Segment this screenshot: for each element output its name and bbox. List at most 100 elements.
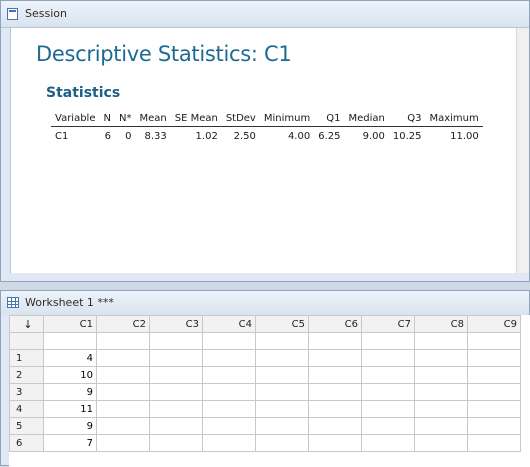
data-cell[interactable]: [361, 400, 415, 418]
column-header-c6[interactable]: C6: [308, 315, 362, 333]
row-number[interactable]: 2: [9, 366, 44, 384]
stat-value: 10.25: [392, 130, 422, 142]
data-cell[interactable]: [467, 349, 521, 367]
data-cell[interactable]: [149, 434, 203, 452]
data-cell[interactable]: [255, 417, 309, 435]
data-cell[interactable]: [361, 434, 415, 452]
column-header-c2[interactable]: C2: [96, 315, 150, 333]
column-name-cell[interactable]: [43, 332, 97, 350]
stat-header: N: [99, 110, 115, 127]
data-cell[interactable]: [361, 366, 415, 384]
table-row: 4 11: [9, 400, 521, 418]
data-entry-direction-arrow-icon[interactable]: ↓: [9, 315, 44, 333]
column-header-c8[interactable]: C8: [414, 315, 468, 333]
data-cell[interactable]: [308, 400, 362, 418]
stat-value: 8.33: [144, 130, 167, 142]
data-cell[interactable]: [255, 434, 309, 452]
data-cell[interactable]: 4: [43, 349, 97, 367]
data-cell[interactable]: 9: [43, 383, 97, 401]
data-cell[interactable]: [96, 417, 150, 435]
data-cell[interactable]: [467, 400, 521, 418]
output-title: Descriptive Statistics: C1: [36, 42, 292, 66]
data-cell[interactable]: [308, 383, 362, 401]
data-cell[interactable]: 11: [43, 400, 97, 418]
row-number[interactable]: 3: [9, 383, 44, 401]
data-cell[interactable]: [202, 400, 256, 418]
data-cell[interactable]: [308, 349, 362, 367]
data-cell[interactable]: [467, 383, 521, 401]
column-name-cell[interactable]: [96, 332, 150, 350]
worksheet-grid: ↓ C1 C2 C3 C4 C5 C6 C7 C8 C9: [9, 315, 530, 467]
data-cell[interactable]: [149, 417, 203, 435]
data-cell[interactable]: [202, 434, 256, 452]
table-row: 3 9: [9, 383, 521, 401]
column-name-cell[interactable]: [202, 332, 256, 350]
data-cell[interactable]: [255, 366, 309, 384]
data-cell[interactable]: [414, 417, 468, 435]
data-cell[interactable]: [467, 417, 521, 435]
data-cell[interactable]: [361, 417, 415, 435]
column-header-c1[interactable]: C1: [43, 315, 97, 333]
data-cell[interactable]: [96, 434, 150, 452]
data-cell[interactable]: [202, 417, 256, 435]
data-cell[interactable]: [308, 366, 362, 384]
data-cell[interactable]: [308, 417, 362, 435]
data-cell[interactable]: [202, 366, 256, 384]
column-header-c9[interactable]: C9: [467, 315, 521, 333]
data-cell[interactable]: [149, 349, 203, 367]
data-cell[interactable]: [96, 349, 150, 367]
column-header-c4[interactable]: C4: [202, 315, 256, 333]
data-cell[interactable]: [202, 349, 256, 367]
data-cell[interactable]: [467, 434, 521, 452]
data-cell[interactable]: [149, 366, 203, 384]
stat-value: 9.00: [362, 130, 385, 142]
data-cell[interactable]: [414, 366, 468, 384]
worksheet-titlebar[interactable]: Worksheet 1 ***: [1, 291, 529, 315]
data-cell[interactable]: [414, 400, 468, 418]
data-cell[interactable]: [149, 400, 203, 418]
data-cell[interactable]: [308, 434, 362, 452]
worksheet-table: ↓ C1 C2 C3 C4 C5 C6 C7 C8 C9: [9, 315, 521, 452]
data-cell[interactable]: [414, 383, 468, 401]
data-cell[interactable]: [255, 349, 309, 367]
column-name-cell[interactable]: [467, 332, 521, 350]
data-cell[interactable]: [361, 383, 415, 401]
data-cell[interactable]: 7: [43, 434, 97, 452]
stat-value: 2.50: [233, 130, 256, 142]
column-name-cell[interactable]: [414, 332, 468, 350]
column-header-c5[interactable]: C5: [255, 315, 309, 333]
session-window: Session Descriptive Statistics: C1 Stati…: [0, 0, 530, 282]
data-cell[interactable]: [96, 400, 150, 418]
column-name-cell[interactable]: [255, 332, 309, 350]
row-number[interactable]: 1: [9, 349, 44, 367]
data-cell[interactable]: [96, 366, 150, 384]
data-cell[interactable]: [255, 383, 309, 401]
data-cell[interactable]: [467, 366, 521, 384]
column-name-cell[interactable]: [361, 332, 415, 350]
stat-header: StDev: [221, 110, 260, 127]
column-header-c7[interactable]: C7: [361, 315, 415, 333]
row-number[interactable]: 4: [9, 400, 44, 418]
data-cell[interactable]: 9: [43, 417, 97, 435]
row-number[interactable]: 5: [9, 417, 44, 435]
data-cell[interactable]: [361, 349, 415, 367]
stat-header: Median: [344, 110, 389, 127]
stat-value: 0: [125, 130, 132, 142]
stat-value: 6: [104, 130, 111, 142]
data-cell[interactable]: [96, 383, 150, 401]
session-scrollbar[interactable]: [516, 28, 529, 273]
data-cell[interactable]: [414, 434, 468, 452]
stat-value: 4.00: [287, 130, 311, 142]
data-cell[interactable]: [255, 400, 309, 418]
row-number[interactable]: 6: [9, 434, 44, 452]
column-name-cell[interactable]: [308, 332, 362, 350]
data-cell[interactable]: 10: [43, 366, 97, 384]
data-cell[interactable]: [202, 383, 256, 401]
table-row: 1 4: [9, 349, 521, 367]
session-titlebar[interactable]: Session: [1, 1, 529, 28]
data-cell[interactable]: [414, 349, 468, 367]
data-cell[interactable]: [149, 383, 203, 401]
stat-header: Q1: [314, 110, 345, 127]
column-header-c3[interactable]: C3: [149, 315, 203, 333]
column-name-cell[interactable]: [149, 332, 203, 350]
